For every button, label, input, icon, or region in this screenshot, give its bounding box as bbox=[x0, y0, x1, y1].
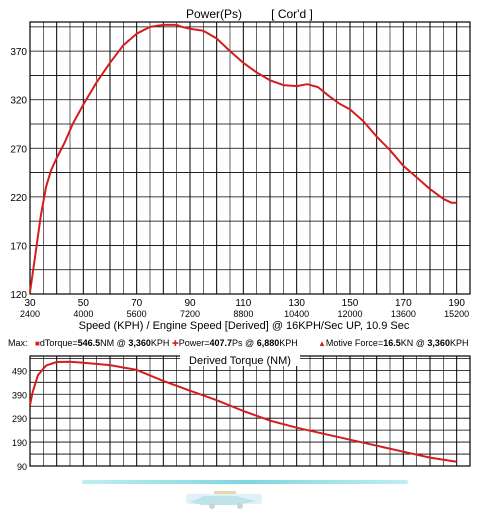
max-torque: ■dTorque=546.5NM @ 3,360KPH bbox=[35, 336, 169, 351]
max-power-speed-unit: KPH bbox=[279, 338, 298, 348]
dyno-report: Power(Ps) [ Cor'd ] 120 170 220 270 320 370 3… bbox=[0, 7, 476, 472]
torque-series bbox=[29, 360, 457, 463]
power-rpm-tick-label: 12000 bbox=[337, 309, 362, 319]
footer-accent-bar bbox=[82, 480, 408, 484]
max-power: ✚Power=407.7Ps @ 6,880KPH bbox=[172, 336, 298, 351]
power-x-tick-label: 70 bbox=[131, 298, 143, 309]
power-chart-subtitle: [ Cor'd ] bbox=[271, 7, 313, 21]
power-y-tick-label: 220 bbox=[10, 193, 27, 204]
power-x-tick-label: 30 bbox=[24, 298, 36, 309]
torque-chart: Derived Torque (NM) 90 190 290 390 490 bbox=[12, 353, 471, 472]
power-x-tick-label: 190 bbox=[448, 298, 465, 309]
power-y-ticks: 120 170 220 270 320 370 bbox=[10, 47, 27, 301]
max-force-value: 16.5 bbox=[383, 338, 401, 348]
power-rpm-tick-label: 2400 bbox=[20, 309, 40, 319]
torque-chart-title: Derived Torque (NM) bbox=[189, 355, 291, 367]
power-y-tick-label: 170 bbox=[10, 241, 27, 252]
max-force-label: Motive Force= bbox=[325, 338, 384, 348]
max-torque-value: 546.5 bbox=[77, 338, 101, 348]
max-power-value: 407.7 bbox=[209, 338, 233, 348]
force-marker-icon: ▲ bbox=[318, 339, 326, 348]
power-rpm-tick-label: 7200 bbox=[180, 309, 200, 319]
power-y-tick-label: 320 bbox=[10, 96, 27, 107]
power-rpm-tick-label: 5600 bbox=[127, 309, 147, 319]
max-torque-at: @ bbox=[116, 338, 126, 348]
max-power-at: @ bbox=[245, 338, 255, 348]
power-chart-x-label: Speed (KPH) / Engine Speed [Derived] @ 1… bbox=[79, 320, 410, 332]
max-power-speed: 6,880 bbox=[256, 338, 280, 348]
torque-y-tick-label: 290 bbox=[12, 414, 27, 424]
power-x-tick-label: 90 bbox=[184, 298, 196, 309]
power-chart: Power(Ps) [ Cor'd ] 120 170 220 270 320 370 3… bbox=[10, 7, 471, 332]
max-torque-speed-unit: KPH bbox=[150, 338, 170, 348]
torque-y-tick-label: 490 bbox=[12, 366, 27, 376]
torque-y-tick-label: 90 bbox=[17, 462, 27, 472]
torque-grid bbox=[29, 355, 471, 467]
brand-logo-icon bbox=[186, 491, 262, 509]
max-label: Max: bbox=[8, 338, 28, 348]
power-x-tick-label: 110 bbox=[235, 298, 251, 309]
torque-y-tick-label: 390 bbox=[12, 390, 27, 400]
max-torque-speed: 3,360 bbox=[128, 338, 151, 348]
max-force-unit: KN bbox=[400, 338, 414, 348]
power-x-tick-label: 150 bbox=[342, 298, 359, 309]
power-y-tick-label: 370 bbox=[10, 47, 27, 58]
power-chart-title: Power(Ps) bbox=[186, 7, 242, 21]
max-power-label: Power= bbox=[178, 338, 210, 348]
power-x-ticks-rpm: 2400 4000 5600 7200 8800 10400 12000 13600 15200 bbox=[20, 309, 469, 319]
max-torque-label: dTorque= bbox=[39, 338, 78, 348]
power-rpm-tick-label: 15200 bbox=[444, 309, 469, 319]
max-power-unit: Ps bbox=[232, 338, 243, 348]
max-force-speed-unit: KPH bbox=[449, 338, 469, 348]
power-rpm-tick-label: 13600 bbox=[391, 309, 416, 319]
torque-y-ticks: 90 190 290 390 490 bbox=[12, 366, 27, 472]
power-y-tick-label: 270 bbox=[10, 144, 27, 155]
torque-title-box bbox=[180, 353, 300, 366]
power-curve bbox=[29, 23, 457, 293]
power-grid bbox=[29, 21, 471, 295]
power-y-tick-label: 120 bbox=[10, 290, 27, 301]
max-values-bar: Max: ■dTorque=546.5NM @ 3,360KPH ✚Power=… bbox=[0, 336, 476, 350]
max-force-at: @ bbox=[415, 338, 425, 348]
power-marker-icon: ✚ bbox=[172, 339, 179, 348]
power-x-tick-label: 170 bbox=[395, 298, 412, 309]
power-rpm-tick-label: 8800 bbox=[233, 309, 253, 319]
torque-y-tick-label: 190 bbox=[12, 438, 27, 448]
power-rpm-tick-label: 4000 bbox=[73, 309, 93, 319]
torque-marker-icon: ■ bbox=[35, 339, 40, 348]
max-force: ▲Motive Force=16.5KN @ 3,360KPH bbox=[318, 336, 468, 351]
power-x-ticks: 30 50 70 90 110 130 150 170 190 bbox=[24, 298, 465, 309]
torque-plot-frame bbox=[29, 355, 471, 467]
torque-curve bbox=[29, 360, 457, 463]
power-series bbox=[29, 23, 457, 293]
power-x-tick-label: 50 bbox=[78, 298, 90, 309]
max-force-speed: 3,360 bbox=[427, 338, 450, 348]
power-rpm-tick-label: 10400 bbox=[284, 309, 309, 319]
power-plot-frame bbox=[29, 21, 471, 295]
power-x-tick-label: 130 bbox=[288, 298, 305, 309]
max-torque-unit: NM bbox=[100, 338, 115, 348]
